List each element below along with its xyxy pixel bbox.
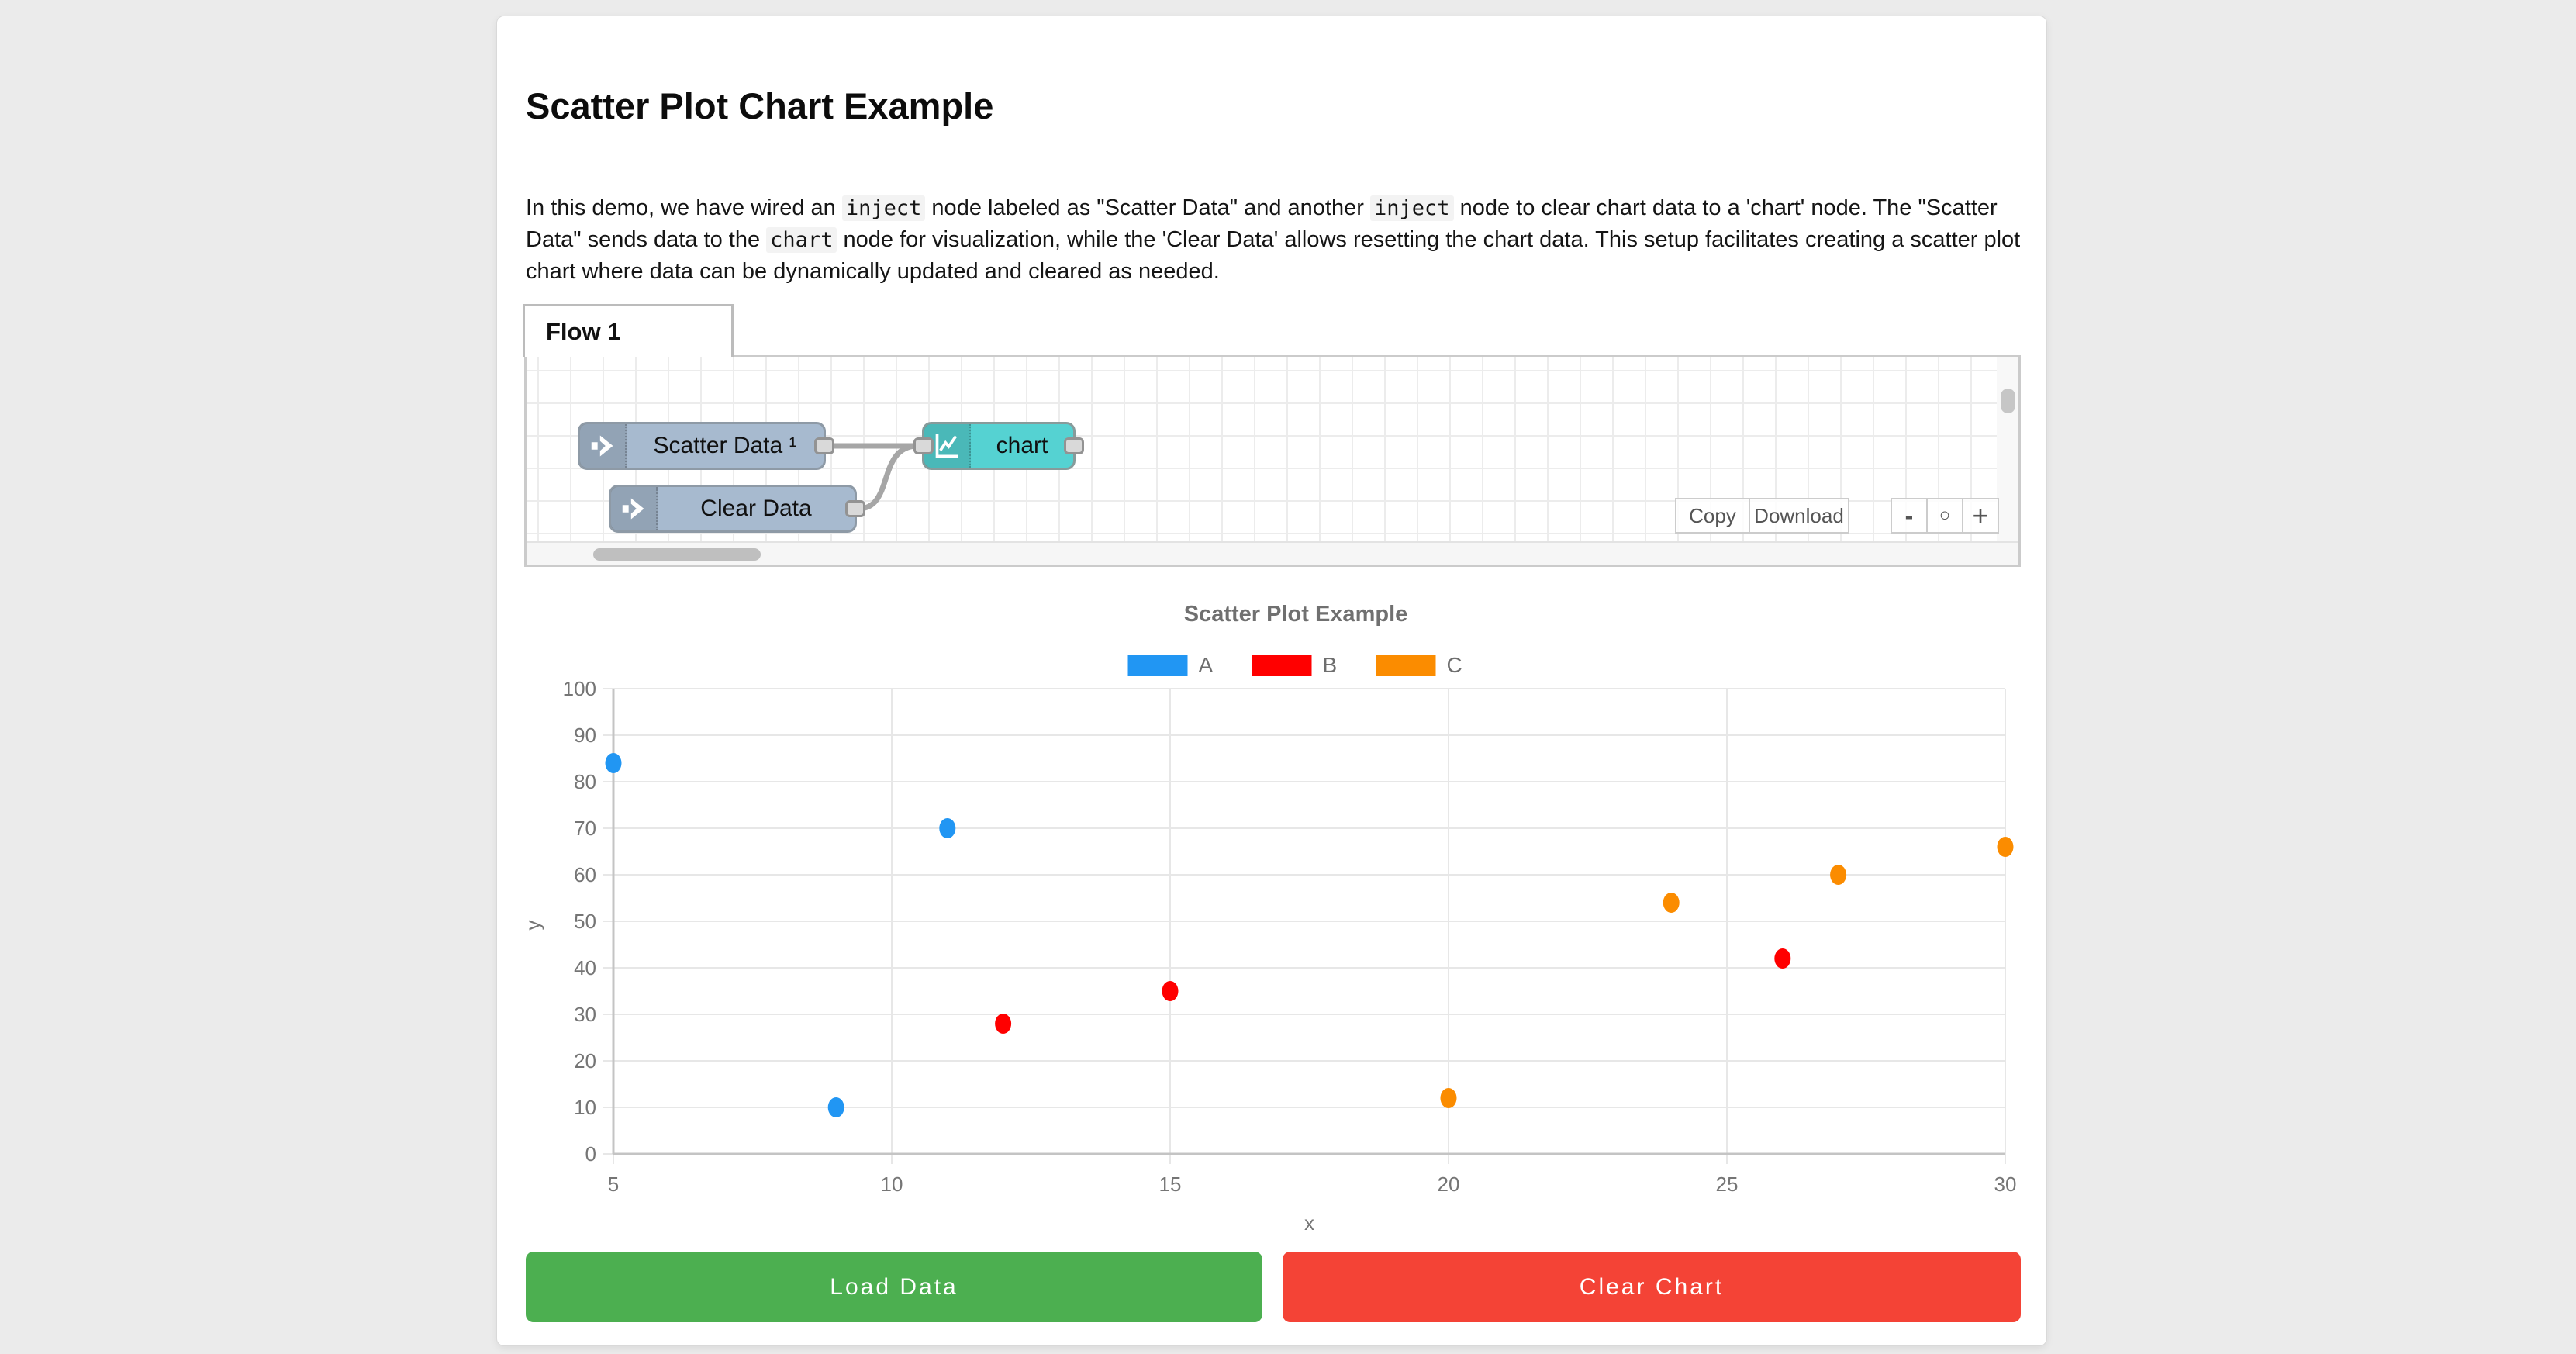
wire-layer [824, 443, 919, 512]
flow-tab[interactable]: Flow 1 [523, 304, 734, 357]
horizontal-scrollbar[interactable] [527, 541, 2018, 565]
inject-arrow-icon [622, 498, 644, 520]
inject-node-icon-box [580, 424, 627, 468]
node-label: Scatter Data ¹ [653, 433, 797, 458]
vertical-scrollbar[interactable] [1997, 357, 2018, 541]
flow-canvas[interactable]: Scatter Data ¹ Clear Data [524, 355, 2021, 567]
svg-text:x: x [1304, 1211, 1314, 1235]
node-port-output[interactable] [845, 500, 865, 517]
svg-text:30: 30 [1994, 1173, 2017, 1196]
svg-text:50: 50 [574, 910, 596, 933]
inject-node-clear-data[interactable]: Clear Data [609, 485, 865, 533]
svg-text:70: 70 [574, 817, 596, 840]
inject-node-icon-box [611, 487, 658, 530]
load-data-button[interactable]: Load Data [526, 1252, 1262, 1322]
node-label: chart [996, 433, 1048, 458]
zoom-in-button[interactable]: + [1962, 498, 1999, 534]
description: In this demo, we have wired an inject no… [526, 195, 2021, 284]
svg-text:30: 30 [574, 1003, 596, 1026]
page-title: Scatter Plot Chart Example [526, 85, 994, 126]
svg-text:25: 25 [1716, 1173, 1739, 1196]
content-card: Scatter Plot Chart Example In this demo,… [496, 16, 2047, 1346]
clear-chart-button[interactable]: Clear Chart [1283, 1252, 2021, 1322]
svg-text:90: 90 [574, 724, 596, 747]
svg-text:40: 40 [574, 956, 596, 979]
inject-node-scatter-data[interactable]: Scatter Data ¹ [578, 422, 834, 470]
node-label: Clear Data [700, 496, 812, 521]
node-port-input[interactable] [913, 437, 934, 454]
svg-text:20: 20 [1438, 1173, 1460, 1196]
node-port-output[interactable] [1064, 437, 1084, 454]
svg-text:15: 15 [1159, 1173, 1182, 1196]
svg-text:80: 80 [574, 770, 596, 793]
flow-editor: Flow 1 Scatter Data ¹ [523, 304, 2022, 568]
svg-text:100: 100 [563, 677, 596, 700]
svg-text:60: 60 [574, 863, 596, 886]
chart-line-icon [935, 434, 958, 458]
vertical-scrollbar-thumb[interactable] [2001, 389, 2015, 413]
svg-text:y: y [521, 921, 544, 931]
zoom-reset-button[interactable]: ○ [1926, 498, 1963, 534]
svg-text:Scatter Plot Example: Scatter Plot Example [1184, 602, 1408, 627]
node-port-output[interactable] [814, 437, 834, 454]
svg-text:B: B [1323, 653, 1338, 677]
download-button[interactable]: Download [1749, 498, 1849, 534]
flow-tab-label: Flow 1 [546, 318, 621, 345]
chart-node[interactable]: chart [913, 422, 1084, 470]
svg-text:0: 0 [585, 1142, 596, 1166]
svg-text:10: 10 [881, 1173, 903, 1196]
svg-text:A: A [1199, 653, 1214, 677]
copy-button[interactable]: Copy [1675, 498, 1750, 534]
svg-text:10: 10 [574, 1096, 596, 1119]
wire-clear-to-chart [855, 443, 919, 512]
svg-text:C: C [1447, 653, 1462, 677]
svg-text:20: 20 [574, 1049, 596, 1072]
inject-arrow-icon [591, 435, 613, 457]
scatter-chart[interactable]: 0 10 20 30 40 50 60 70 80 90 100 5 10 15 20 25 30 Scatter… [497, 582, 2040, 1249]
horizontal-scrollbar-thumb[interactable] [593, 548, 761, 561]
zoom-out-button[interactable]: - [1891, 498, 1928, 534]
svg-text:5: 5 [608, 1173, 619, 1196]
